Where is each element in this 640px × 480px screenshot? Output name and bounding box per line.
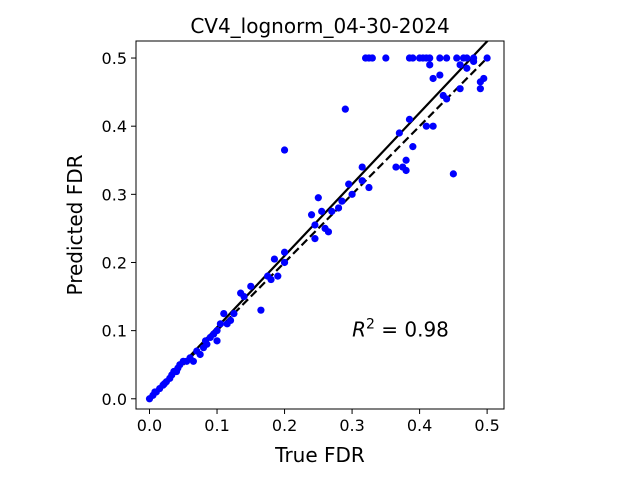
x-tick-label: 0.2: [272, 416, 297, 435]
data-point: [247, 282, 255, 290]
data-point: [318, 207, 326, 215]
data-point: [220, 309, 228, 318]
data-point: [334, 204, 343, 212]
data-point: [348, 190, 356, 198]
solid-line: [148, 41, 489, 400]
x-tick-label: 0.1: [204, 416, 229, 435]
plot-frame: [135, 40, 505, 410]
data-point: [274, 272, 282, 280]
data-point: [270, 255, 279, 263]
data-point: [240, 292, 248, 301]
data-point: [409, 54, 417, 62]
plot-area: [135, 40, 505, 410]
data-point: [463, 54, 471, 62]
data-point: [365, 183, 373, 192]
data-point: [436, 54, 444, 62]
reference-lines: [148, 41, 489, 400]
data-point: [280, 146, 289, 154]
y-tick-label: 0.3: [102, 185, 127, 204]
data-point: [216, 320, 225, 328]
data-point: [483, 54, 491, 62]
data-point: [409, 143, 417, 151]
data-point: [429, 122, 437, 130]
data-point: [382, 54, 390, 62]
data-point: [267, 275, 275, 284]
data-point: [314, 194, 322, 202]
y-axis-label: Predicted FDR: [63, 154, 87, 295]
data-point: [429, 74, 437, 83]
data-point: [358, 177, 366, 185]
data-point: [368, 54, 376, 62]
data-point: [392, 163, 400, 171]
y-tick-label: 0.1: [102, 322, 127, 341]
r-squared-value: = 0.98: [375, 318, 449, 342]
data-point: [189, 357, 197, 365]
r-squared-symbol: R: [352, 318, 366, 342]
y-tick-label: 0.5: [102, 49, 127, 68]
y-tick-label: 0.2: [102, 253, 127, 272]
data-point: [405, 115, 414, 123]
data-point: [456, 85, 464, 93]
data-point: [358, 163, 366, 171]
data-point: [402, 166, 410, 175]
data-point: [338, 197, 346, 205]
data-point: [422, 122, 430, 130]
r-squared-exponent: 2: [366, 317, 375, 333]
data-point: [257, 306, 265, 314]
data-point: [463, 64, 471, 72]
data-point: [341, 105, 349, 113]
data-point: [480, 74, 488, 83]
data-point: [443, 95, 451, 103]
y-tick-label: 0.0: [102, 390, 127, 409]
points-layer: [145, 54, 491, 403]
data-point: [213, 337, 221, 345]
data-point: [307, 211, 316, 219]
x-tick-label: 0.4: [407, 416, 432, 435]
data-point: [345, 180, 353, 188]
data-point: [453, 54, 461, 62]
r-squared-annotation: R2 = 0.98: [352, 317, 449, 342]
x-tick-label: 0.3: [339, 416, 364, 435]
data-point: [311, 221, 319, 229]
data-point: [402, 156, 410, 164]
data-point: [426, 61, 434, 69]
data-point: [436, 71, 444, 79]
x-axis: 0.0 0.1 0.2 0.3 0.4 0.5: [137, 409, 500, 435]
x-tick-label: 0.0: [137, 416, 162, 435]
data-point: [311, 235, 319, 243]
data-point: [213, 327, 221, 335]
data-point: [470, 57, 478, 66]
data-point: [226, 316, 235, 325]
y-tick-label: 0.4: [102, 117, 127, 136]
data-point: [443, 54, 451, 62]
data-point: [476, 85, 484, 93]
data-point: [203, 340, 211, 348]
x-tick-label: 0.5: [474, 416, 499, 435]
data-point: [230, 309, 238, 318]
data-point: [449, 170, 457, 178]
data-point: [324, 228, 333, 236]
data-point: [280, 258, 289, 267]
data-point: [280, 248, 289, 256]
x-axis-label: True FDR: [274, 443, 365, 467]
data-point: [395, 129, 403, 137]
data-point: [196, 350, 204, 359]
y-axis: 0.0 0.1 0.2 0.3 0.4 0.5: [102, 49, 136, 409]
chart-title: CV4_lognorm_04-30-2024: [190, 14, 449, 38]
data-point: [426, 54, 434, 62]
data-point: [328, 207, 336, 215]
data-point: [456, 61, 464, 69]
